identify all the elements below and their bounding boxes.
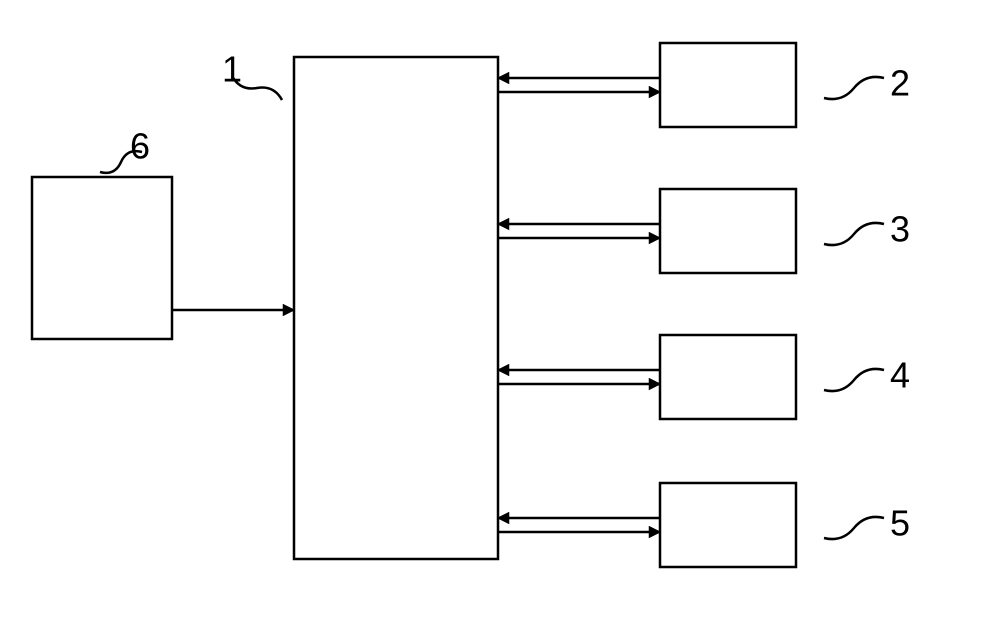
node-box4: [660, 335, 796, 419]
leader-2: [824, 223, 884, 245]
label-box6: 6: [130, 126, 150, 167]
node-box6: [32, 177, 172, 339]
leader-3: [824, 369, 884, 391]
node-box3: [660, 189, 796, 273]
label-box4: 4: [890, 355, 910, 396]
label-box5: 5: [890, 503, 910, 544]
label-box3: 3: [890, 209, 910, 250]
node-box5: [660, 483, 796, 567]
node-box2: [660, 43, 796, 127]
label-box2: 2: [890, 63, 910, 104]
leader-1: [824, 77, 884, 99]
leader-4: [824, 517, 884, 539]
block-diagram: 1 2 3 4 5 6: [0, 0, 1000, 629]
label-box1: 1: [222, 49, 242, 90]
node-box1: [294, 57, 498, 559]
